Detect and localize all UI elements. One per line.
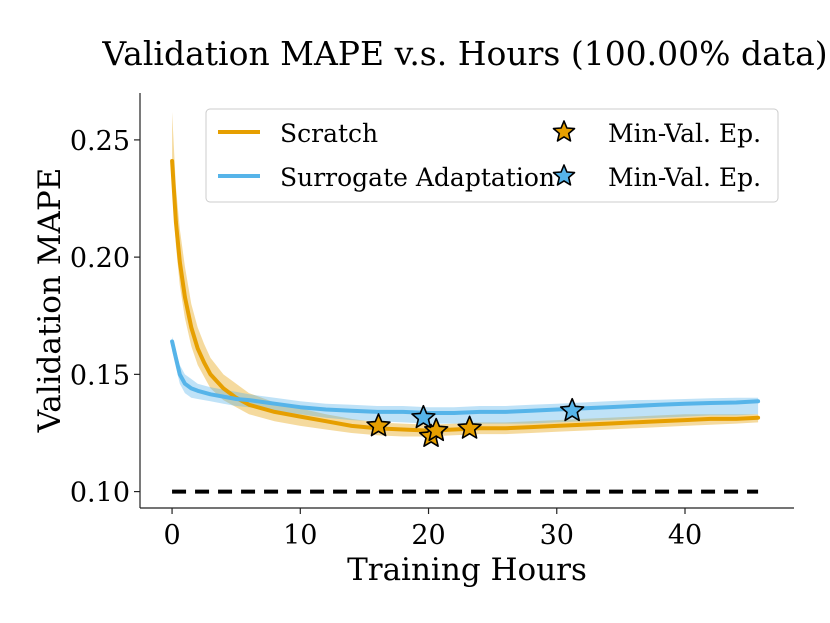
legend-star-scratch bbox=[552, 120, 576, 142]
y-tick-label: 0.20 bbox=[70, 243, 130, 274]
series-line-1 bbox=[170, 339, 761, 415]
legend-frame bbox=[205, 108, 779, 203]
y-tick-label: 0.25 bbox=[70, 126, 130, 157]
legend-label-surrogate-adaptation: Surrogate Adaptation bbox=[280, 163, 555, 192]
legend-label-scratch: Scratch bbox=[280, 119, 378, 148]
y-ticks: 0.10 0.15 0.20 0.25 bbox=[70, 126, 140, 509]
x-tick-label: 10 bbox=[283, 520, 317, 551]
legend-star-icon bbox=[552, 164, 576, 186]
legend-star-icon bbox=[552, 120, 576, 142]
x-tick-label: 40 bbox=[668, 520, 702, 551]
min-val-star-0-2 bbox=[423, 417, 449, 442]
x-ticks: 0 10 20 30 40 bbox=[163, 508, 702, 551]
y-tick-label: 0.10 bbox=[70, 478, 130, 509]
min-val-star-0-0 bbox=[366, 413, 391, 437]
y-tick-label: 0.15 bbox=[70, 360, 130, 391]
chart-title: Validation MAPE v.s. Hours (100.00% data… bbox=[101, 34, 827, 73]
legend: Scratch Surrogate Adaptation Min-Val. Ep… bbox=[205, 108, 779, 203]
x-tick-label: 0 bbox=[163, 520, 180, 551]
min-val-star-0-3 bbox=[457, 415, 482, 439]
x-tick-label: 20 bbox=[411, 520, 445, 551]
min-val-star-1-1 bbox=[559, 397, 585, 422]
legend-label-min-val-surrogate: Min-Val. Ep. bbox=[608, 163, 761, 192]
legend-star-surrogate bbox=[552, 164, 576, 186]
y-axis-label: Validation MAPE bbox=[32, 168, 68, 434]
legend-label-min-val-scratch: Min-Val. Ep. bbox=[608, 119, 761, 148]
band-0 bbox=[172, 111, 759, 437]
x-tick-label: 30 bbox=[540, 520, 574, 551]
plot-area bbox=[170, 111, 761, 494]
min-val-star-1-0 bbox=[411, 404, 436, 429]
x-axis-label: Training Hours bbox=[347, 552, 587, 588]
band-1 bbox=[172, 336, 759, 424]
